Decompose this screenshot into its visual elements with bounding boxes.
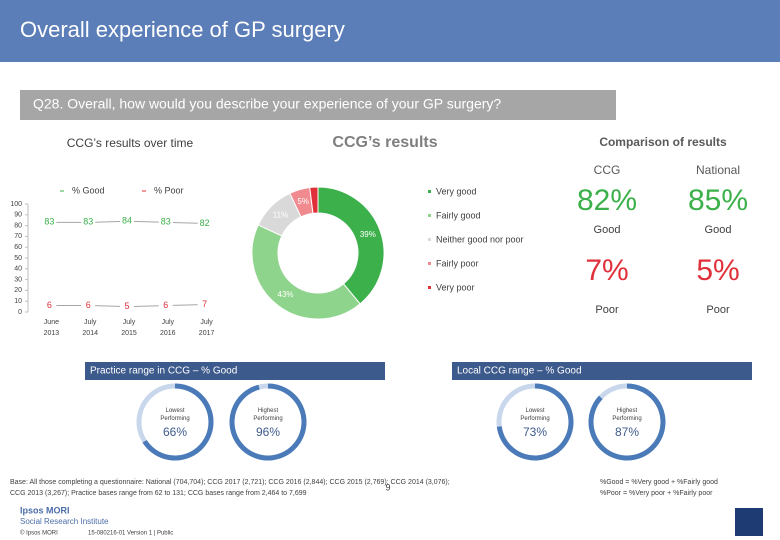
base-note: CCG 2013 (3,267); Practice bases range f… xyxy=(10,490,307,497)
gauge-label: Lowest Performing xyxy=(520,408,549,422)
pie-title: CCG’s results xyxy=(332,134,437,151)
gauge-value: 87% xyxy=(615,425,639,439)
gauge-label: Lowest Performing xyxy=(160,408,189,422)
y-tick-label: 90 xyxy=(14,212,22,219)
result-label: Good xyxy=(705,224,732,236)
label-backdrop xyxy=(120,300,134,313)
result-label: Good xyxy=(594,224,621,236)
legend-label: Fairly poor xyxy=(436,258,479,268)
base-note: Base: All those completing a questionnai… xyxy=(10,479,450,486)
data-label: 83 xyxy=(44,217,54,227)
x-tick-label: July 2014 xyxy=(82,319,98,337)
y-tick-label: 10 xyxy=(14,298,22,305)
data-label: 83 xyxy=(161,217,171,227)
y-tick-label: 0 xyxy=(18,309,22,316)
data-label: 5% xyxy=(297,197,309,206)
y-tick-label: 100 xyxy=(10,201,22,208)
pie-slice xyxy=(309,186,319,214)
label-backdrop xyxy=(197,217,212,230)
result-value: 7% xyxy=(585,254,628,287)
label-backdrop xyxy=(42,216,57,229)
legend-label: % Poor xyxy=(154,185,184,195)
pie-slice xyxy=(317,186,385,305)
y-tick-label: 50 xyxy=(14,255,22,262)
definition: %Good = %Very good + %Fairly good xyxy=(600,479,718,486)
label-backdrop xyxy=(120,215,134,228)
data-label: 6 xyxy=(86,300,91,310)
gauge-value: 66% xyxy=(163,425,187,439)
x-tick-label: July 2017 xyxy=(199,319,215,337)
legend-label: % Good xyxy=(72,185,105,195)
column-header: National xyxy=(696,163,740,177)
data-label: 39% xyxy=(360,230,376,239)
question-bar xyxy=(20,90,616,120)
question: Q28. Overall, how would you describe you… xyxy=(33,96,501,112)
legend-label: Very good xyxy=(436,186,477,196)
data-label: 11% xyxy=(273,211,288,220)
gauge-label: Highest Performing xyxy=(612,408,641,422)
range-bar xyxy=(452,362,752,380)
gauge-label: Highest Performing xyxy=(253,408,282,422)
range-title: Local CCG range – % Good xyxy=(457,366,582,377)
result-value: 85% xyxy=(688,184,748,217)
label-backdrop xyxy=(81,216,96,229)
title: Overall experience of GP surgery xyxy=(20,17,345,42)
label-backdrop xyxy=(42,299,57,312)
legend-label: Fairly good xyxy=(436,210,481,220)
column-header: CCG xyxy=(594,163,621,177)
result-value: 5% xyxy=(696,254,739,287)
data-label: 6 xyxy=(47,300,52,310)
range-bar xyxy=(85,362,385,380)
definition: %Poor = %Very poor + %Fairly poor xyxy=(600,490,713,497)
data-label: 83 xyxy=(83,217,93,227)
y-tick-label: 60 xyxy=(14,244,22,251)
label-backdrop xyxy=(197,298,212,311)
x-tick-label: July 2015 xyxy=(121,319,137,337)
x-tick-label: June 2013 xyxy=(44,319,60,337)
result-label: Poor xyxy=(706,304,730,316)
comparison-title: Comparison of results xyxy=(599,135,727,149)
y-tick-label: 80 xyxy=(14,222,22,229)
pie-slice xyxy=(251,224,361,320)
data-label: 82 xyxy=(200,218,210,228)
label-backdrop xyxy=(158,216,173,229)
logo xyxy=(735,508,763,536)
legend-marker xyxy=(428,286,431,289)
y-tick-label: 40 xyxy=(14,266,22,273)
label-backdrop xyxy=(81,299,96,312)
data-label: 84 xyxy=(122,216,132,226)
brand: Social Research Institute xyxy=(20,517,109,526)
page-number: 9 xyxy=(385,482,390,492)
legend-marker xyxy=(428,214,431,217)
line-title: CCG’s results over time xyxy=(67,136,194,150)
legend-marker xyxy=(428,262,431,265)
legend-marker xyxy=(428,190,431,193)
legend-marker xyxy=(428,238,431,241)
x-tick-label: July 2016 xyxy=(160,319,176,337)
header-bar xyxy=(0,0,780,62)
legend-label: Neither good nor poor xyxy=(436,234,524,244)
y-tick-label: 30 xyxy=(14,276,22,283)
data-label: 6 xyxy=(163,300,168,310)
y-tick-label: 70 xyxy=(14,233,22,240)
data-label: 43% xyxy=(278,290,294,299)
y-tick-label: 20 xyxy=(14,287,22,294)
data-label: 5 xyxy=(124,301,129,311)
result-value: 82% xyxy=(577,184,637,217)
legend-label: Very poor xyxy=(436,282,475,292)
brand: Ipsos MORI xyxy=(20,505,70,515)
label-backdrop xyxy=(158,299,173,312)
result-label: Poor xyxy=(595,304,619,316)
gauge-value: 96% xyxy=(256,425,280,439)
copyright: © Ipsos MORI xyxy=(20,530,58,537)
data-label: 7 xyxy=(202,299,207,309)
job-number: 15-080216-01 Version 1 | Public xyxy=(88,531,173,537)
gauge-value: 73% xyxy=(523,425,547,439)
range-title: Practice range in CCG – % Good xyxy=(90,366,237,377)
